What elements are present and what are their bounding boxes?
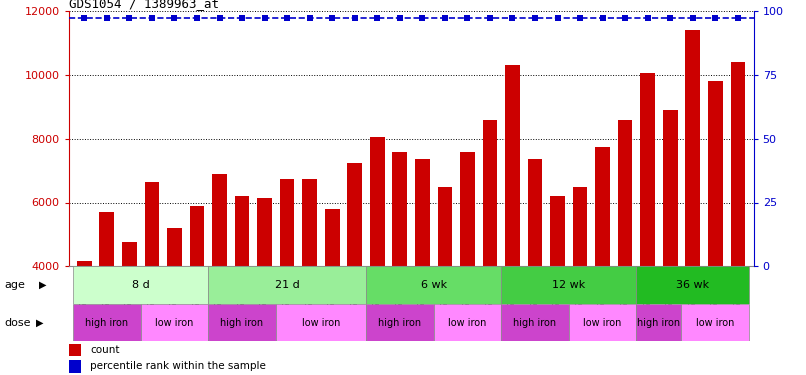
Bar: [415, 159, 430, 375]
Bar: [370, 137, 384, 375]
Bar: [434, 304, 501, 341]
Point: [461, 15, 474, 21]
Bar: [528, 159, 542, 375]
Point: [371, 15, 384, 21]
Point: [664, 15, 677, 21]
Text: low iron: low iron: [156, 318, 193, 327]
Bar: [393, 152, 407, 375]
Point: [190, 15, 203, 21]
Point: [326, 15, 339, 21]
Bar: [208, 304, 276, 341]
Point: [168, 15, 181, 21]
Text: dose: dose: [4, 318, 31, 327]
Point: [596, 15, 609, 21]
Text: ▶: ▶: [39, 280, 46, 290]
Text: percentile rank within the sample: percentile rank within the sample: [90, 361, 266, 371]
Point: [280, 15, 293, 21]
Point: [348, 15, 361, 21]
Bar: [483, 120, 497, 375]
Bar: [257, 198, 272, 375]
Bar: [501, 266, 637, 304]
Bar: [73, 266, 208, 304]
Point: [393, 15, 406, 21]
Bar: [505, 65, 520, 375]
Point: [213, 15, 226, 21]
Bar: [212, 174, 226, 375]
Text: ▶: ▶: [36, 318, 44, 327]
Bar: [366, 304, 434, 341]
Bar: [235, 196, 249, 375]
Bar: [663, 110, 678, 375]
Point: [642, 15, 654, 21]
Bar: [280, 178, 294, 375]
Point: [416, 15, 429, 21]
Point: [529, 15, 542, 21]
Bar: [122, 242, 137, 375]
Text: high iron: high iron: [638, 318, 680, 327]
Point: [101, 15, 114, 21]
Bar: [144, 182, 160, 375]
Text: 8 d: 8 d: [131, 280, 149, 290]
Text: low iron: low iron: [584, 318, 621, 327]
Text: high iron: high iron: [378, 318, 422, 327]
Bar: [366, 266, 501, 304]
Bar: [685, 30, 700, 375]
Bar: [140, 304, 208, 341]
Bar: [637, 304, 682, 341]
Bar: [573, 187, 588, 375]
Point: [484, 15, 496, 21]
Bar: [596, 147, 610, 375]
Bar: [637, 266, 749, 304]
Bar: [208, 266, 366, 304]
Text: 21 d: 21 d: [275, 280, 300, 290]
Bar: [99, 212, 114, 375]
Text: low iron: low iron: [696, 318, 734, 327]
Point: [687, 15, 700, 21]
Bar: [501, 304, 569, 341]
Point: [303, 15, 316, 21]
Text: high iron: high iron: [85, 318, 128, 327]
Point: [731, 15, 744, 21]
Bar: [302, 178, 317, 375]
Point: [235, 15, 248, 21]
Point: [506, 15, 519, 21]
Point: [145, 15, 158, 21]
Point: [574, 15, 587, 21]
Point: [619, 15, 632, 21]
Text: 12 wk: 12 wk: [552, 280, 585, 290]
Text: 6 wk: 6 wk: [421, 280, 447, 290]
Bar: [77, 261, 92, 375]
Bar: [69, 344, 81, 356]
Bar: [69, 360, 81, 373]
Bar: [618, 120, 633, 375]
Point: [78, 15, 91, 21]
Bar: [569, 304, 637, 341]
Text: age: age: [4, 280, 25, 290]
Bar: [682, 304, 749, 341]
Bar: [730, 62, 746, 375]
Text: count: count: [90, 345, 120, 355]
Bar: [73, 304, 140, 341]
Bar: [550, 196, 565, 375]
Text: 36 wk: 36 wk: [676, 280, 709, 290]
Bar: [708, 81, 723, 375]
Bar: [460, 152, 475, 375]
Text: high iron: high iron: [221, 318, 264, 327]
Point: [708, 15, 721, 21]
Point: [438, 15, 451, 21]
Bar: [347, 163, 362, 375]
Text: GDS1054 / 1389963_at: GDS1054 / 1389963_at: [69, 0, 218, 10]
Point: [123, 15, 135, 21]
Text: low iron: low iron: [448, 318, 487, 327]
Bar: [167, 228, 182, 375]
Bar: [438, 187, 452, 375]
Text: high iron: high iron: [513, 318, 557, 327]
Bar: [325, 209, 339, 375]
Bar: [276, 304, 366, 341]
Bar: [189, 206, 204, 375]
Bar: [640, 74, 655, 375]
Text: low iron: low iron: [301, 318, 340, 327]
Point: [551, 15, 564, 21]
Point: [258, 15, 271, 21]
